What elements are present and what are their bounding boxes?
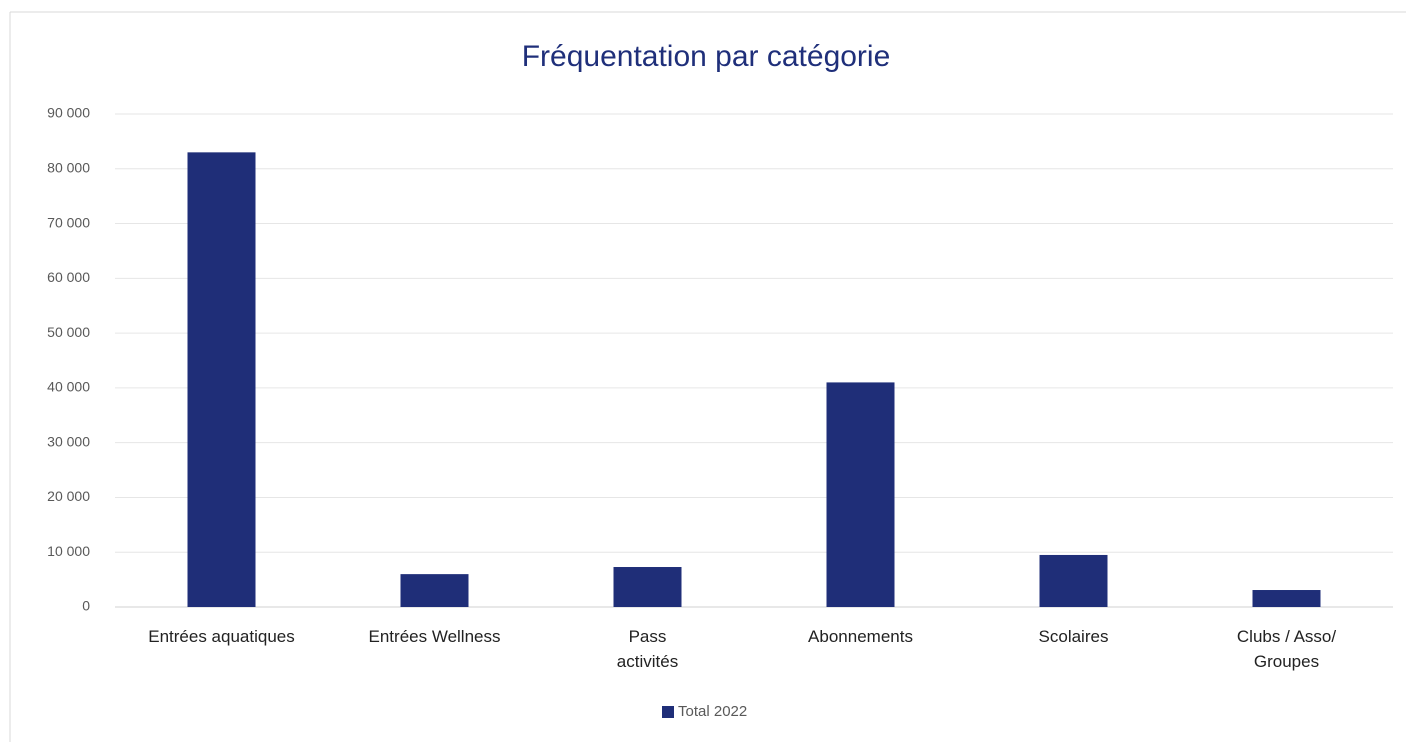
bar [1252, 590, 1321, 607]
y-tick-label: 0 [82, 598, 90, 614]
bar [1039, 554, 1108, 607]
y-tick-label: 60 000 [47, 269, 90, 285]
chart-title: Fréquentation par catégorie [522, 40, 891, 73]
bar [826, 382, 895, 607]
y-tick-label: 10 000 [47, 543, 90, 559]
y-tick-label: 50 000 [47, 324, 90, 340]
x-tick-label: Scolaires [1038, 627, 1109, 646]
bar [613, 567, 682, 607]
y-tick-label: 20 000 [47, 488, 90, 504]
legend-label: Total 2022 [678, 703, 747, 720]
y-tick-label: 80 000 [47, 159, 90, 175]
x-tick-label: Abonnements [808, 627, 913, 646]
y-tick-label: 30 000 [47, 433, 90, 449]
x-tick-label: Entrées Wellness [368, 627, 501, 646]
y-tick-label: 90 000 [47, 105, 90, 121]
legend-swatch [662, 706, 674, 718]
x-tick-label: Entrées aquatiques [148, 627, 295, 646]
y-tick-label: 40 000 [47, 379, 90, 395]
y-tick-label: 70 000 [47, 214, 90, 230]
x-tick-label: Pass activités [616, 627, 679, 671]
bar [400, 574, 469, 607]
x-tick-label: Clubs / Asso/ Groupes [1236, 627, 1337, 671]
bar [187, 152, 256, 607]
